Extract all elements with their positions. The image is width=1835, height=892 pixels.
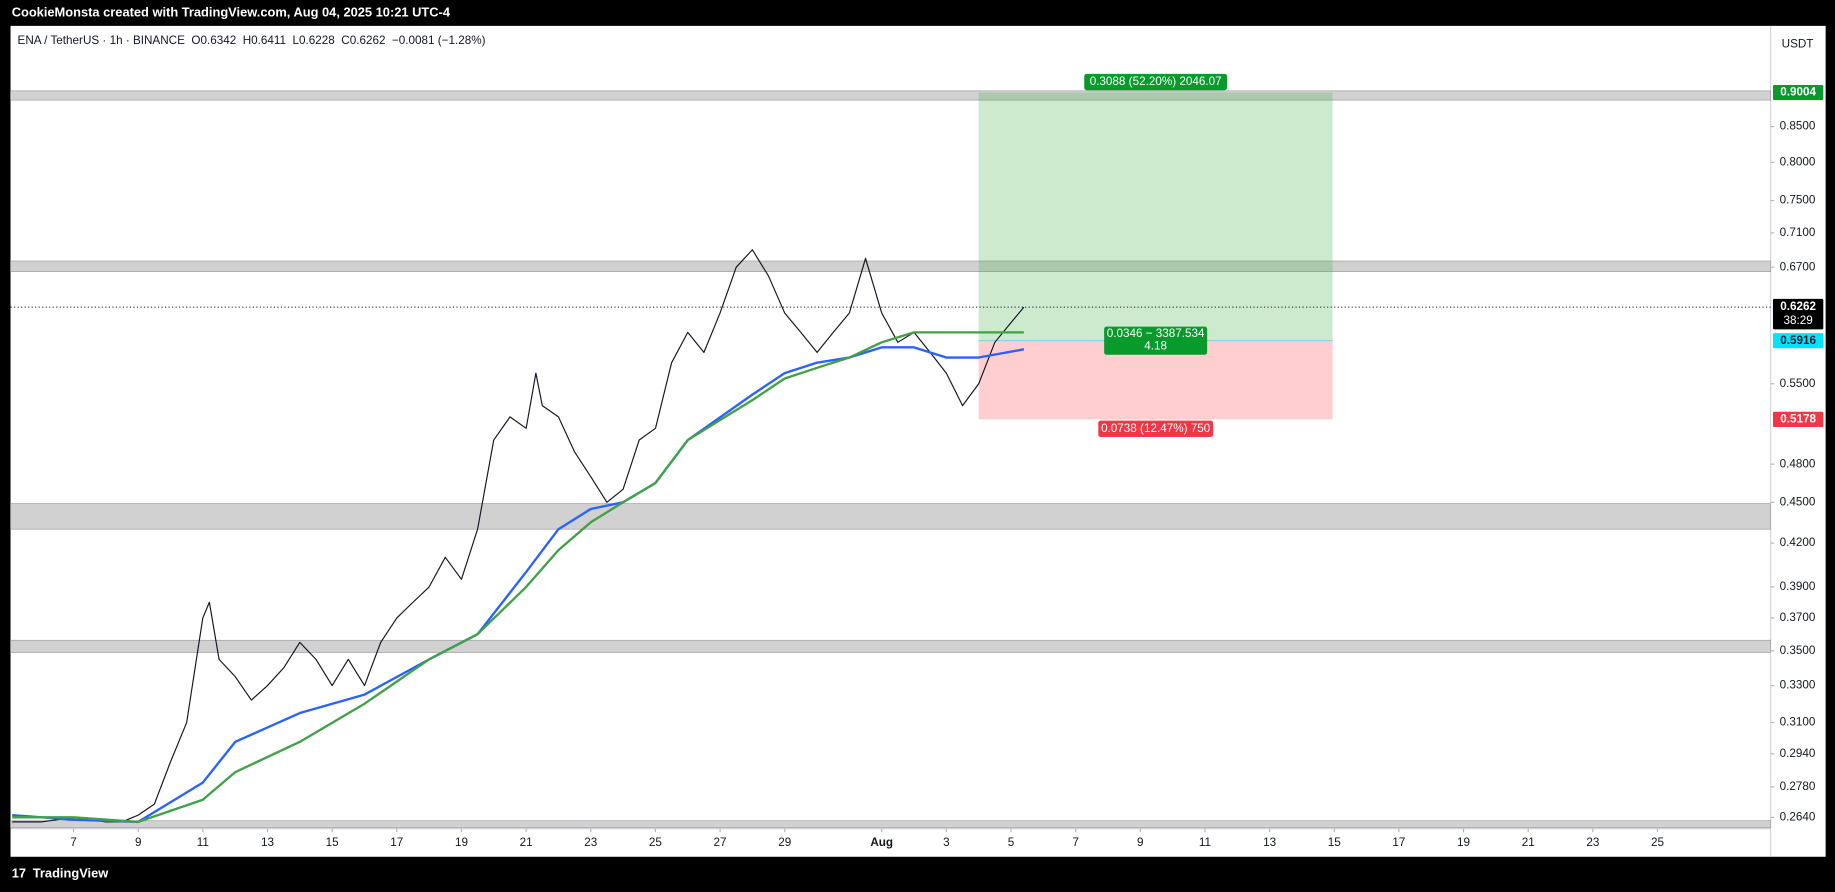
price-label-bg — [1772, 333, 1824, 349]
y-tick-label: 0.2940 — [1780, 747, 1816, 760]
x-tick-label: Aug — [870, 836, 893, 849]
countdown: 38:29 — [1784, 314, 1813, 327]
price-label: 0.9004 — [1780, 86, 1816, 99]
x-tick-label: 13 — [261, 836, 274, 849]
x-tick-label: 15 — [326, 836, 340, 849]
x-tick-label: 25 — [649, 836, 663, 849]
y-tick-label: 0.6700 — [1780, 260, 1816, 273]
y-tick-label: 0.2780 — [1780, 780, 1816, 793]
x-tick-label: 21 — [520, 836, 533, 849]
price-label-bg — [1772, 84, 1824, 101]
x-tick-label: 5 — [1008, 836, 1015, 849]
x-tick-label: 29 — [778, 836, 791, 849]
symbol-legend: ENA / TetherUS · 1h · BINANCE O0.6342 H0… — [18, 34, 486, 47]
y-tick-label: 0.7100 — [1780, 226, 1816, 239]
y-tick-label: 0.5500 — [1780, 377, 1816, 390]
price-line — [12, 249, 1025, 823]
x-tick-label: 13 — [1263, 836, 1276, 849]
y-tick-label: 0.3500 — [1780, 644, 1816, 657]
zone — [10, 639, 1771, 653]
y-tick-label: 0.4200 — [1780, 536, 1816, 549]
x-tick-label: 19 — [1457, 836, 1470, 849]
stop-label: 0.0738 (12.47%) 750 — [1101, 422, 1211, 435]
y-tick-label: 0.2640 — [1780, 810, 1816, 823]
y-tick-label: 0.3300 — [1780, 679, 1816, 692]
x-tick-label: 17 — [1392, 836, 1405, 849]
x-tick-label: 7 — [1072, 836, 1079, 849]
x-tick-label: 23 — [584, 836, 597, 849]
brand: TradingView — [33, 866, 110, 881]
chart-panel — [10, 25, 1826, 857]
last-price-label: 0.6262 — [1780, 300, 1816, 313]
x-tick-label: 11 — [1199, 836, 1211, 849]
y-tick-label: 0.3700 — [1780, 611, 1816, 624]
brand-logo: 17 — [12, 866, 26, 881]
last-price-bg — [1772, 298, 1824, 330]
x-tick-label: 17 — [390, 836, 403, 849]
zone — [10, 90, 1771, 101]
zone — [10, 503, 1771, 530]
target-zone — [978, 92, 1333, 341]
ratio-label: 4.18 — [1144, 340, 1167, 353]
x-tick-label: 19 — [455, 836, 468, 849]
stop-label-bg — [1098, 420, 1213, 437]
entry-label-bg — [1104, 326, 1208, 355]
x-tick-label: 3 — [943, 836, 950, 849]
credit: CookieMonsta created with TradingView.co… — [12, 4, 451, 19]
target-label: 0.3088 (52.20%) 2046.07 — [1090, 75, 1222, 88]
zone — [10, 260, 1771, 272]
y-tick-label: 0.8000 — [1780, 155, 1816, 168]
x-tick-label: 9 — [1137, 836, 1144, 849]
price-label: 0.5178 — [1780, 413, 1816, 426]
price-label-bg — [1772, 411, 1824, 428]
zone — [10, 820, 1771, 829]
x-tick-label: 15 — [1328, 836, 1341, 849]
y-tick-label: 0.3900 — [1780, 580, 1816, 593]
currency: USDT — [1782, 38, 1814, 51]
y-tick-label: 0.8500 — [1780, 120, 1816, 133]
x-tick-label: 21 — [1522, 836, 1535, 849]
x-tick-label: 25 — [1651, 836, 1665, 849]
price-label: 0.5916 — [1780, 334, 1816, 347]
x-tick-label: 11 — [197, 836, 209, 849]
x-tick-label: 23 — [1586, 836, 1599, 849]
target-label-bg — [1084, 73, 1228, 91]
x-tick-label: 7 — [70, 836, 77, 849]
x-tick-label: 27 — [714, 836, 727, 849]
x-tick-label: 9 — [135, 836, 142, 849]
y-tick-label: 0.4500 — [1780, 495, 1816, 508]
y-tick-label: 0.3100 — [1780, 716, 1816, 729]
moving-average — [12, 331, 1024, 824]
moving-average — [12, 346, 1025, 824]
entry-label: 0.0346 − 3387.534 — [1107, 327, 1205, 340]
y-tick-label: 0.7500 — [1780, 194, 1816, 207]
y-tick-label: 0.4800 — [1780, 457, 1816, 470]
